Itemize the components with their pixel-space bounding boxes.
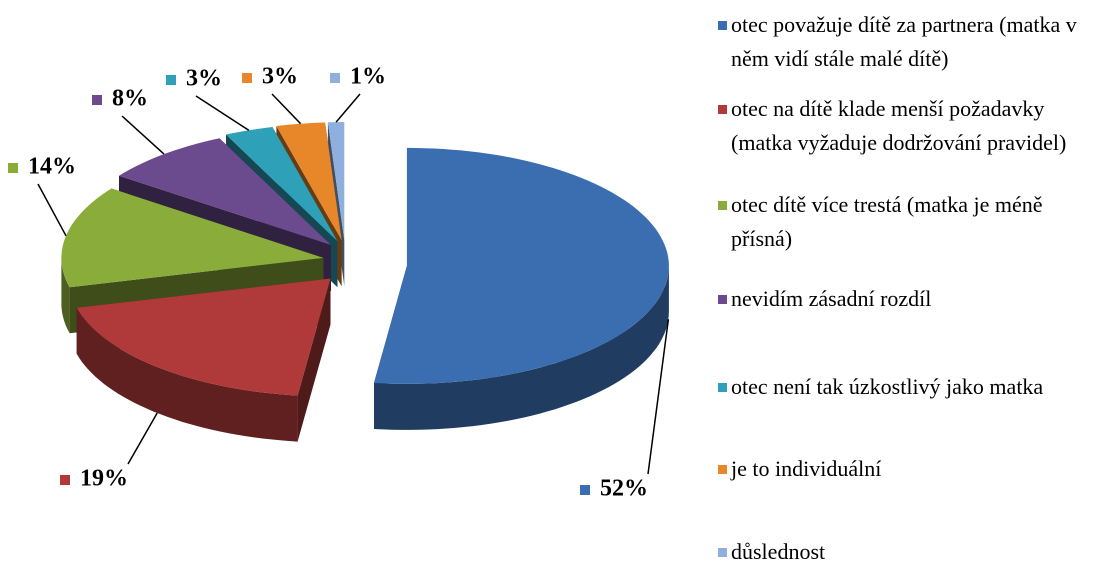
leader-line [335, 93, 361, 123]
slice-side [374, 265, 669, 430]
legend-label: je to individuální [731, 456, 882, 481]
slice-top [76, 278, 331, 396]
legend-label: otec dítě více trestá (matka je méně pří… [731, 192, 1043, 251]
data-label: 19% [80, 466, 128, 492]
leader-line [647, 319, 670, 475]
leader-line [195, 95, 250, 131]
legend-item: důslednost [718, 535, 1098, 569]
slice [76, 278, 331, 442]
legend-item: je to individuální [718, 452, 1098, 486]
slice-top [276, 122, 342, 241]
label-swatch [60, 475, 70, 485]
label-swatch [8, 163, 18, 173]
legend-swatch [718, 548, 727, 557]
legend-item: otec není tak úzkostlivý jako matka [718, 370, 1098, 404]
pie-area: 52% 19% 14% 8% 3% 3% 1% [8, 64, 670, 502]
data-label: 14% [28, 154, 76, 180]
legend-item: otec na dítě klade menší požadavky (matk… [718, 92, 1098, 160]
legend-label: nevidím zásadní rozdíl [731, 286, 932, 311]
data-label: 8% [112, 86, 148, 112]
slice-side [76, 307, 298, 442]
leader-line [127, 412, 158, 465]
legend-label: otec není tak úzkostlivý jako matka [731, 374, 1044, 399]
label-swatch [242, 73, 252, 83]
data-label: 1% [350, 64, 386, 90]
legend-swatch [718, 201, 727, 210]
legend-swatch [718, 383, 727, 392]
slice-top [374, 147, 669, 384]
slice [374, 147, 669, 430]
legend-swatch [718, 21, 727, 30]
data-label: 3% [262, 64, 298, 90]
label-swatch [330, 73, 340, 83]
slice-top [327, 122, 345, 240]
legend-label: otec považuje dítě za partnera (matka v … [731, 12, 1077, 71]
legend-item: otec považuje dítě za partnera (matka v … [718, 8, 1098, 76]
legend-item: nevidím zásadní rozdíl [718, 282, 1098, 316]
leader-line [121, 115, 165, 155]
legend-label: důslednost [731, 539, 826, 564]
label-swatch [92, 95, 102, 105]
leader-line [271, 93, 302, 125]
legend-label: otec na dítě klade menší požadavky (matk… [731, 96, 1067, 155]
label-swatch [580, 485, 590, 495]
leader-line [37, 183, 67, 237]
legend-swatch [718, 105, 727, 114]
label-swatch [166, 75, 176, 85]
data-label: 52% [600, 476, 648, 502]
data-label: 3% [186, 66, 222, 92]
slice-side [61, 257, 70, 334]
legend-swatch [718, 465, 727, 474]
slice-top [119, 138, 331, 245]
legend-item: otec dítě více trestá (matka je méně pří… [718, 188, 1098, 256]
slice-top [226, 127, 338, 242]
slice-top [61, 188, 324, 288]
legend-swatch [718, 295, 727, 304]
